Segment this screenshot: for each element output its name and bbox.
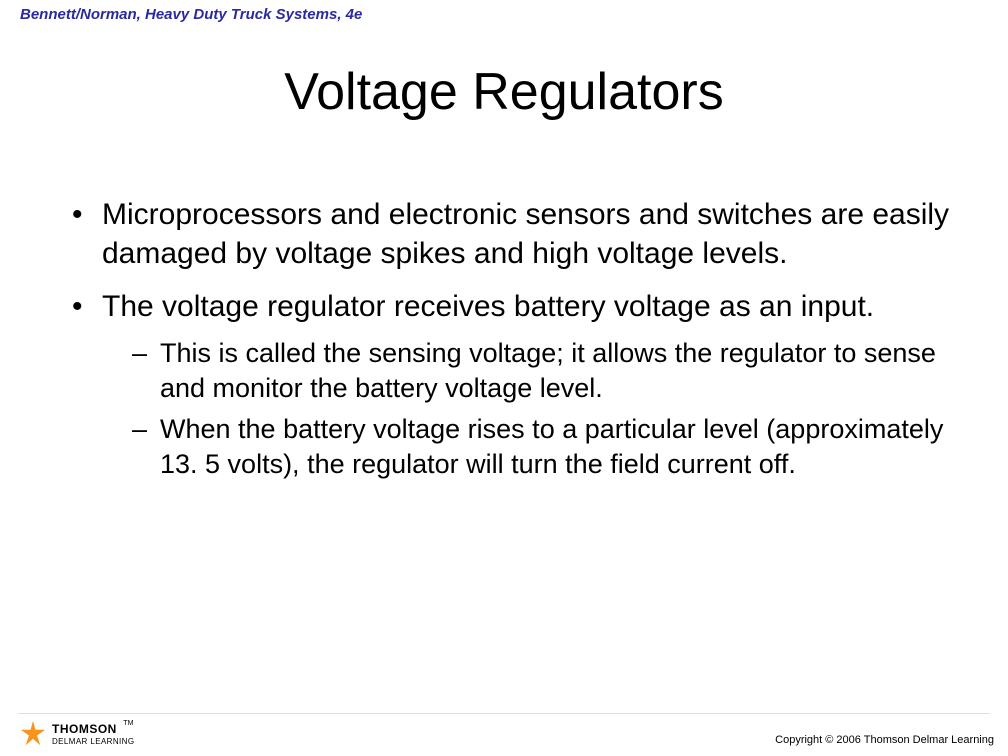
bullet-item: Microprocessors and electronic sensors a… (72, 195, 952, 273)
slide-body: Microprocessors and electronic sensors a… (72, 195, 952, 496)
bullet-text: Microprocessors and electronic sensors a… (102, 198, 949, 270)
sub-bullet-item: This is called the sensing voltage; it a… (132, 336, 952, 406)
slide: Bennett/Norman, Heavy Duty Truck Systems… (0, 0, 1008, 756)
sub-bullet-text: This is called the sensing voltage; it a… (160, 338, 936, 403)
sub-bullet-text: When the battery voltage rises to a part… (160, 414, 943, 479)
sub-bullet-item: When the battery voltage rises to a part… (132, 412, 952, 482)
brand-bottom-text: DELMAR LEARNING (52, 737, 134, 746)
footer-divider (18, 713, 990, 714)
footer-brand: THOMSON TM DELMAR LEARNING (20, 720, 134, 746)
bullet-item: The voltage regulator receives battery v… (72, 287, 952, 482)
slide-title: Voltage Regulators (0, 62, 1008, 122)
trademark-symbol: TM (123, 720, 133, 727)
star-icon (20, 720, 46, 746)
header-source-line: Bennett/Norman, Heavy Duty Truck Systems… (20, 6, 362, 23)
sub-bullet-list: This is called the sensing voltage; it a… (102, 336, 952, 482)
bullet-list: Microprocessors and electronic sensors a… (72, 195, 952, 482)
bullet-text: The voltage regulator receives battery v… (102, 290, 874, 323)
copyright-text: Copyright © 2006 Thomson Delmar Learning (775, 734, 994, 746)
brand-text-block: THOMSON TM DELMAR LEARNING (52, 720, 134, 746)
brand-top-text: THOMSON (52, 722, 117, 736)
